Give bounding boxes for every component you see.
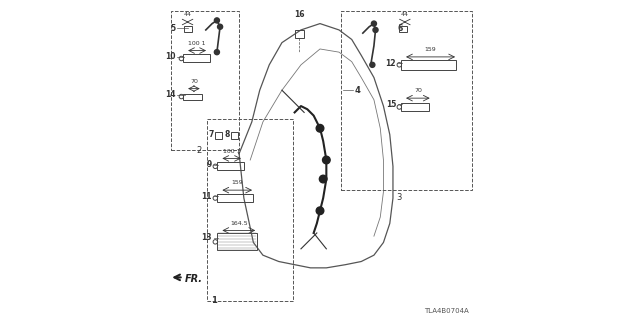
Circle shape [214,18,220,23]
Text: 159: 159 [425,47,436,52]
Bar [171,11,239,150]
Text: 10: 10 [165,52,175,61]
Circle shape [370,62,375,68]
Text: 4: 4 [355,86,361,95]
Bar [231,132,238,140]
Text: 12: 12 [386,59,396,68]
Bar [183,94,202,100]
Text: 14: 14 [165,91,175,100]
Text: 9: 9 [207,160,212,169]
Text: 164.5: 164.5 [230,221,248,226]
Text: FR.: FR. [185,274,203,284]
Text: 159: 159 [231,180,243,185]
Text: 100 1: 100 1 [188,41,206,46]
Text: 16: 16 [294,10,305,19]
Text: 100 1: 100 1 [223,149,241,154]
Text: 70: 70 [190,79,198,84]
Bar [399,26,406,32]
Circle shape [316,207,324,215]
Bar [184,26,192,32]
Text: 2: 2 [197,146,202,155]
Text: 44: 44 [184,12,191,17]
Circle shape [371,21,376,26]
Bar [401,60,456,69]
Bar [294,30,303,38]
Bar [215,132,222,140]
Text: 13: 13 [202,233,212,242]
Text: 1: 1 [211,296,216,305]
Bar [401,103,429,111]
Circle shape [323,156,330,164]
Text: 5: 5 [170,24,175,33]
Text: 11: 11 [202,192,212,201]
Circle shape [218,24,223,29]
Text: 8: 8 [224,130,230,139]
Text: 44: 44 [401,12,409,17]
Circle shape [316,124,324,132]
Text: 15: 15 [386,100,396,109]
Bar [340,11,472,190]
Text: 70: 70 [414,88,422,93]
Text: TLA4B0704A: TLA4B0704A [424,308,469,314]
Circle shape [373,28,378,32]
Bar [207,119,293,301]
Text: 7: 7 [209,130,214,139]
Bar [217,162,244,170]
Circle shape [319,175,327,183]
Bar [183,54,210,62]
Bar [217,194,253,202]
Bar [217,233,257,251]
Circle shape [214,50,220,55]
Text: 6: 6 [397,24,403,33]
Text: 3: 3 [397,193,402,202]
